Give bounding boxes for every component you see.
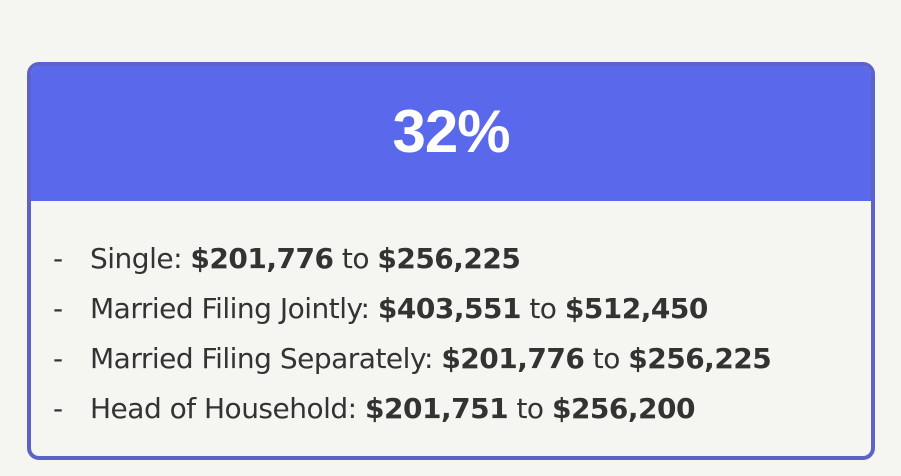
card-header: 32% [31, 66, 871, 201]
rate-title: 32% [392, 98, 510, 165]
status-label: Head of Household: [90, 392, 357, 425]
income-from: $403,551 [377, 292, 522, 325]
income-from: $201,776 [441, 342, 585, 375]
bullet: - [53, 242, 63, 275]
item-text: Married Filing Jointly: $403,551 to $512… [90, 284, 708, 334]
item-text: Single: $201,776 to $256,225 [90, 234, 521, 284]
bullet: - [53, 342, 63, 375]
tax-bracket-card: 32% - Single: $201,776 to $256,225- Marrie… [27, 62, 875, 460]
status-label: Single: [90, 242, 183, 275]
income-from: $201,751 [365, 392, 509, 425]
bullet: - [53, 292, 63, 325]
income-to: $512,450 [564, 292, 709, 325]
connector: to [592, 342, 621, 375]
income-to: $256,225 [628, 342, 772, 375]
connector: to [529, 292, 557, 325]
item-text: Head of Household: $201,751 to $256,200 [90, 384, 695, 434]
connector: to [341, 242, 370, 275]
status-label: Married Filing Separately: [90, 342, 433, 375]
connector: to [516, 392, 544, 425]
bullet: - [53, 392, 63, 425]
status-label: Married Filing Jointly: [90, 292, 370, 325]
income-to: $256,200 [551, 392, 696, 425]
item-text: Married Filing Separately: $201,776 to $… [90, 334, 772, 384]
income-to: $256,225 [377, 242, 521, 275]
income-from: $201,776 [190, 242, 334, 275]
